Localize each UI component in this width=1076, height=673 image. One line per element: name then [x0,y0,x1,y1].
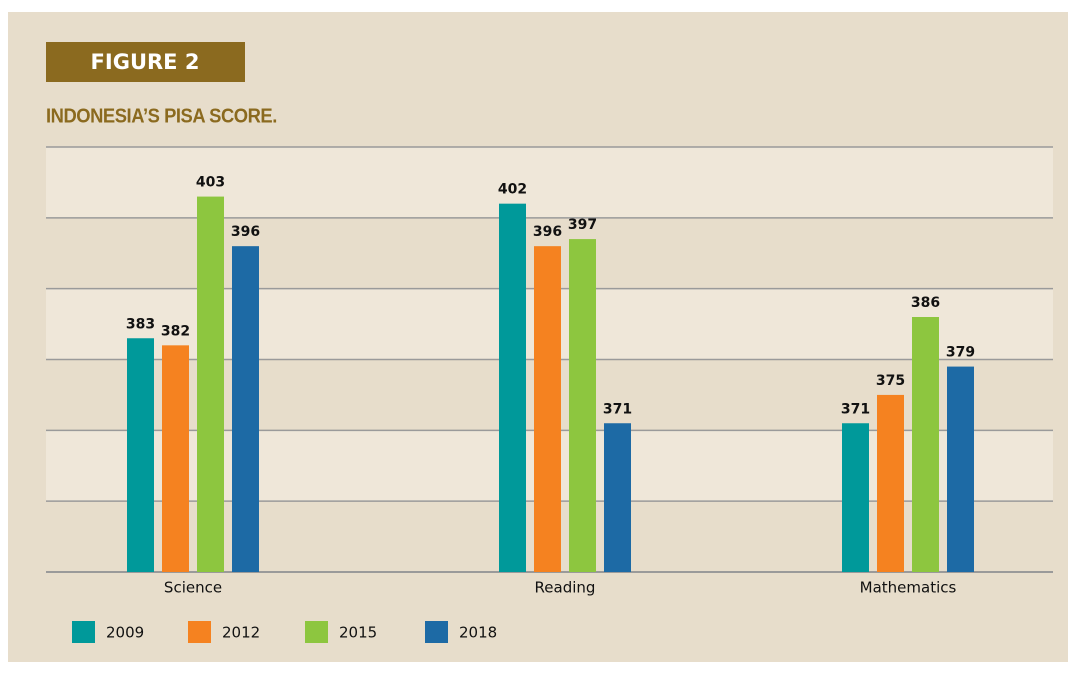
data-label: 371 [603,401,632,417]
data-label: 397 [568,217,597,233]
bar [499,203,526,572]
data-label: 371 [841,401,870,417]
bar [842,423,869,572]
legend-swatch [425,621,448,643]
bar [912,317,939,572]
legend-swatch [72,621,95,643]
data-label: 396 [533,224,562,240]
legend-label: 2015 [339,624,377,642]
data-label: 382 [161,323,190,339]
data-label: 386 [911,295,940,311]
bar [877,394,904,572]
data-label: 403 [196,175,225,191]
bar [604,423,631,572]
legend-swatch [305,621,328,643]
plot: Science 383 382 403 396 Reading 402 396 397 371 Ma… [46,146,1053,643]
bar [534,246,561,572]
bar [197,196,224,573]
data-label: 383 [126,316,155,332]
figure-label: FIGURE 2 [91,50,200,74]
data-label: 375 [876,373,905,389]
data-label: 379 [946,345,975,361]
bar [569,239,596,573]
data-label: 402 [498,182,527,198]
chart-title: INDONESIA’S PISA SCORE. [46,106,277,128]
legend-label: 2018 [459,624,497,642]
bar [162,345,189,572]
legend-label: 2012 [222,624,260,642]
figure-label-box [46,42,245,82]
bar [232,246,259,572]
legend-label: 2009 [106,624,144,642]
x-tick-label: Mathematics [860,579,957,597]
x-tick-label: Science [164,579,222,597]
bar [127,338,154,572]
bar [947,366,974,572]
data-label: 396 [231,224,260,240]
x-tick-label: Reading [535,579,596,597]
legend-swatch [188,621,211,643]
